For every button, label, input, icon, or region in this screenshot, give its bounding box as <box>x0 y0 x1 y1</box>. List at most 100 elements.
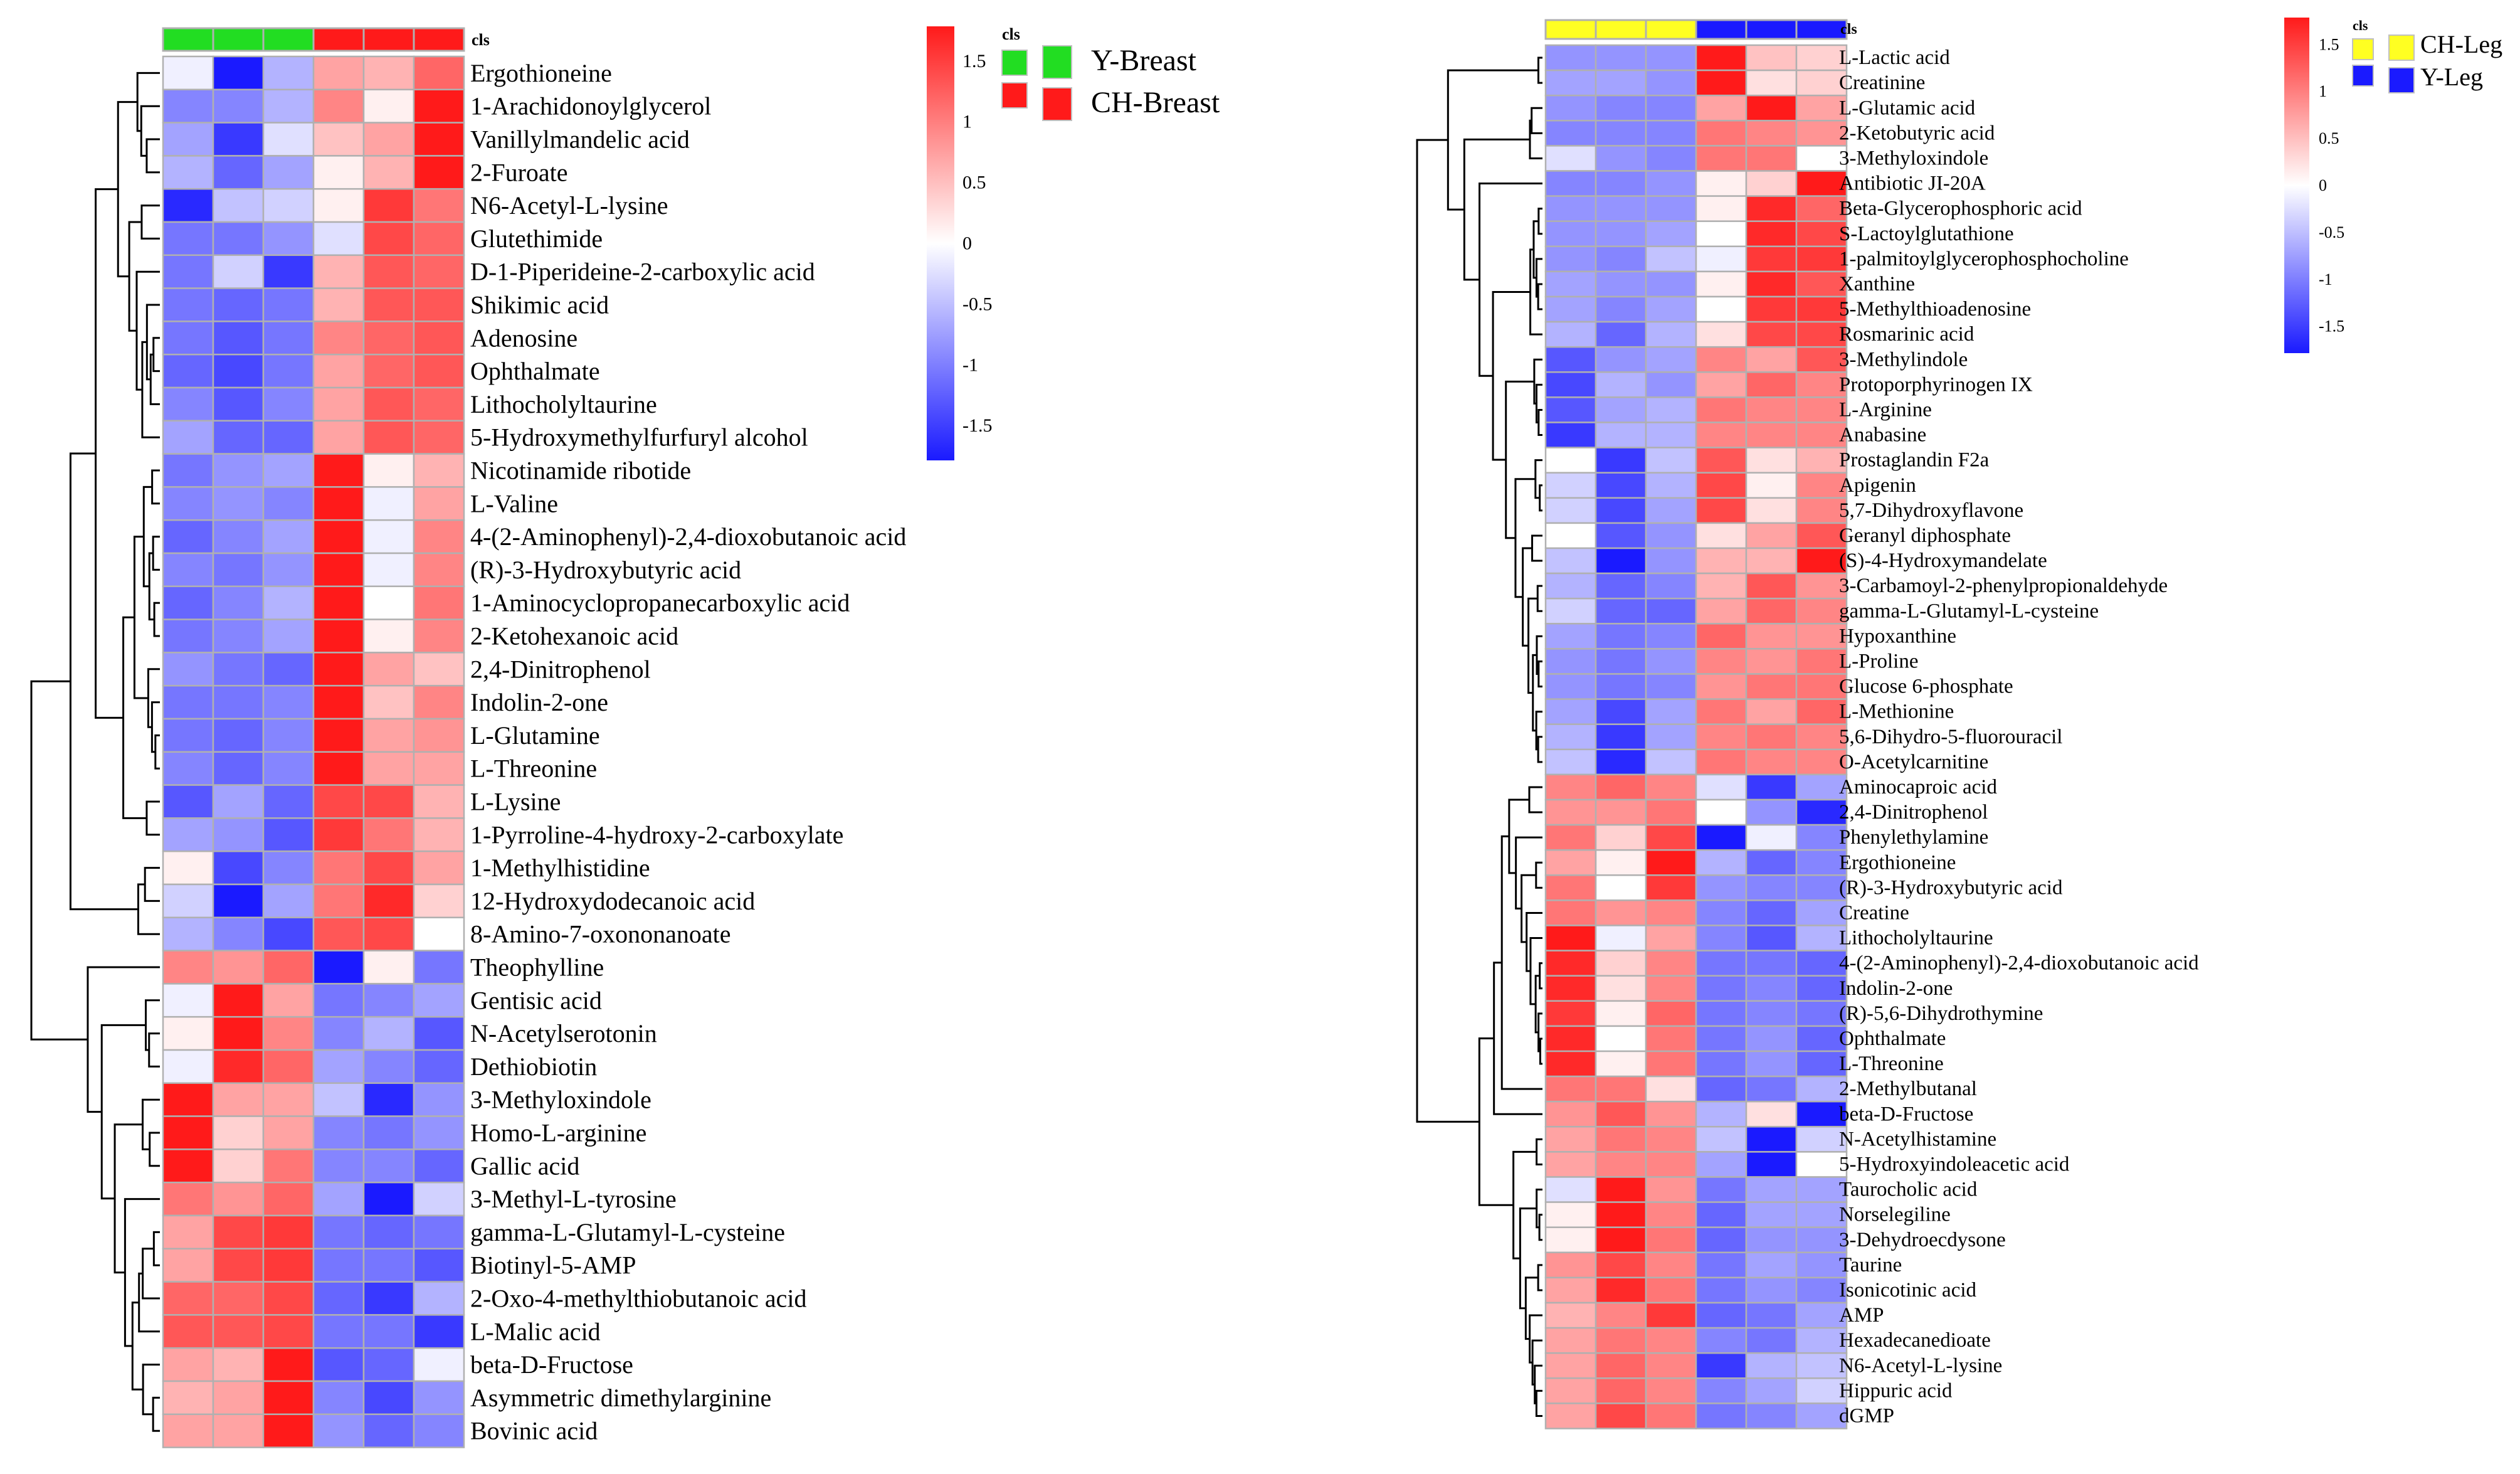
dendrogram-branch <box>1531 534 1542 562</box>
row-label: Beta-Glycerophosphoric acid <box>1839 198 2082 220</box>
row-label: Lithocholyltaurine <box>1839 927 1993 950</box>
dendrogram-branch <box>142 1098 160 1150</box>
heatmap-cell <box>1645 220 1697 248</box>
heatmap-cell <box>262 751 315 786</box>
heatmap-cell <box>1595 472 1647 499</box>
dendrogram-branch <box>1527 597 1538 694</box>
heatmap-cell <box>1544 220 1597 248</box>
heatmap-cell <box>1595 1050 1647 1078</box>
heatmap-cell <box>1544 270 1597 298</box>
heatmap-cell <box>1595 572 1647 600</box>
heatmap-cell <box>1795 1075 1848 1103</box>
heatmap-cell <box>1695 874 1748 901</box>
row-label: 4-(2-Aminophenyl)-2,4-dioxobutanoic acid <box>470 522 906 551</box>
heatmap-cell <box>212 1248 265 1283</box>
heatmap-cell <box>1544 1000 1597 1027</box>
row-label: 1-Aminocyclopropanecarboxylic acid <box>470 589 850 617</box>
row-label: N-Acetylserotonin <box>470 1019 657 1047</box>
heatmap-cell <box>162 1049 214 1084</box>
dendrogram-branch <box>145 800 160 836</box>
heatmap-cell <box>1595 1352 1647 1379</box>
dendrogram-branch <box>140 105 160 157</box>
heatmap-cell <box>212 254 265 289</box>
heatmap-cell <box>1745 170 1798 197</box>
heatmap-cell <box>162 883 214 919</box>
dendrogram-branch <box>1479 183 1542 377</box>
heatmap-cell <box>413 321 465 356</box>
heatmap-cell <box>1595 824 1647 851</box>
colorbar-tick-label: -1.5 <box>962 415 993 436</box>
heatmap-cell <box>1645 447 1697 474</box>
heatmap-cell <box>1745 321 1798 348</box>
heatmap-cell <box>312 254 365 289</box>
dendrogram-branch <box>1537 660 1542 688</box>
heatmap-cell <box>362 916 415 952</box>
heatmap-cell <box>1695 396 1748 423</box>
heatmap-cell <box>1695 447 1748 474</box>
row-label: 1-palmitoylglycerophosphocholine <box>1839 248 2129 270</box>
heatmap-cell <box>312 1281 365 1316</box>
row-label: 12-Hydroxydodecanoic acid <box>470 887 755 915</box>
row-label: 1-Methylhistidine <box>470 854 650 882</box>
heatmap-cell <box>1645 270 1697 298</box>
heatmap-cell <box>1544 1251 1597 1279</box>
heatmap-cell <box>1645 723 1697 751</box>
row-label: 3-Methyloxindole <box>470 1086 651 1114</box>
row-label: Ergothioneine <box>470 59 612 87</box>
dendrogram-branch <box>1539 484 1542 512</box>
heatmap-cell <box>1595 145 1647 172</box>
heatmap-cell <box>1645 698 1697 725</box>
heatmap-cell <box>1695 648 1748 675</box>
dendrogram-branch <box>153 602 160 637</box>
row-label: 5,7-Dihydroxyflavone <box>1839 499 2023 522</box>
dendrogram-branch <box>1529 248 1542 336</box>
heatmap-cell <box>162 1413 214 1448</box>
heatmap-cell <box>1595 295 1647 323</box>
dendrogram-branch <box>147 668 160 728</box>
heatmap-cell <box>362 1015 415 1051</box>
heatmap-cell <box>362 1148 415 1184</box>
heatmap-cell <box>212 1049 265 1084</box>
heatmap-cell <box>262 684 315 720</box>
heatmap-cell <box>212 221 265 257</box>
heatmap-cell <box>413 652 465 687</box>
heatmap-cell <box>1645 422 1697 448</box>
heatmap-cell <box>362 817 415 852</box>
heatmap-cell <box>1745 849 1798 876</box>
heatmap-cell <box>312 718 365 753</box>
heatmap-cell <box>162 817 214 852</box>
row-label: Ergothioneine <box>1839 851 1956 874</box>
heatmap-cell <box>212 883 265 919</box>
heatmap-cell <box>162 850 214 886</box>
heatmap-cell <box>1695 1100 1748 1128</box>
sample-group-cell <box>1544 19 1597 40</box>
heatmap-cell <box>1745 1075 1798 1103</box>
heatmap-cell <box>413 1148 465 1184</box>
heatmap-cell <box>413 188 465 223</box>
heatmap-cell <box>1544 950 1597 977</box>
heatmap-cell <box>1695 145 1748 172</box>
colorbar-tick-label: 0 <box>2319 176 2327 194</box>
heatmap-cell <box>162 486 214 521</box>
heatmap-cell <box>1544 522 1597 549</box>
heatmap-cell <box>212 155 265 190</box>
heatmap-cell <box>1544 673 1597 700</box>
heatmap-cell <box>413 287 465 322</box>
heatmap-cell <box>262 983 315 1018</box>
dendrogram-branch <box>1537 56 1542 84</box>
heatmap-cell <box>162 122 214 157</box>
colorbar-tick-label: 1.5 <box>962 51 986 72</box>
heatmap-cell <box>1695 773 1748 801</box>
heatmap-cell <box>212 519 265 554</box>
heatmap-cell <box>1544 899 1597 926</box>
heatmap-cell <box>1595 849 1647 876</box>
sample-group-cell <box>362 27 415 52</box>
dendrogram-branch <box>1463 138 1530 281</box>
row-label: L-Arginine <box>1839 398 1932 421</box>
row-label: Gentisic acid <box>470 986 602 1014</box>
heatmap-cell <box>212 1347 265 1382</box>
heatmap-cell <box>262 850 315 886</box>
heatmap-cell <box>1595 1100 1647 1128</box>
dendrogram-branch <box>144 867 160 902</box>
heatmap-cell <box>1645 547 1697 575</box>
